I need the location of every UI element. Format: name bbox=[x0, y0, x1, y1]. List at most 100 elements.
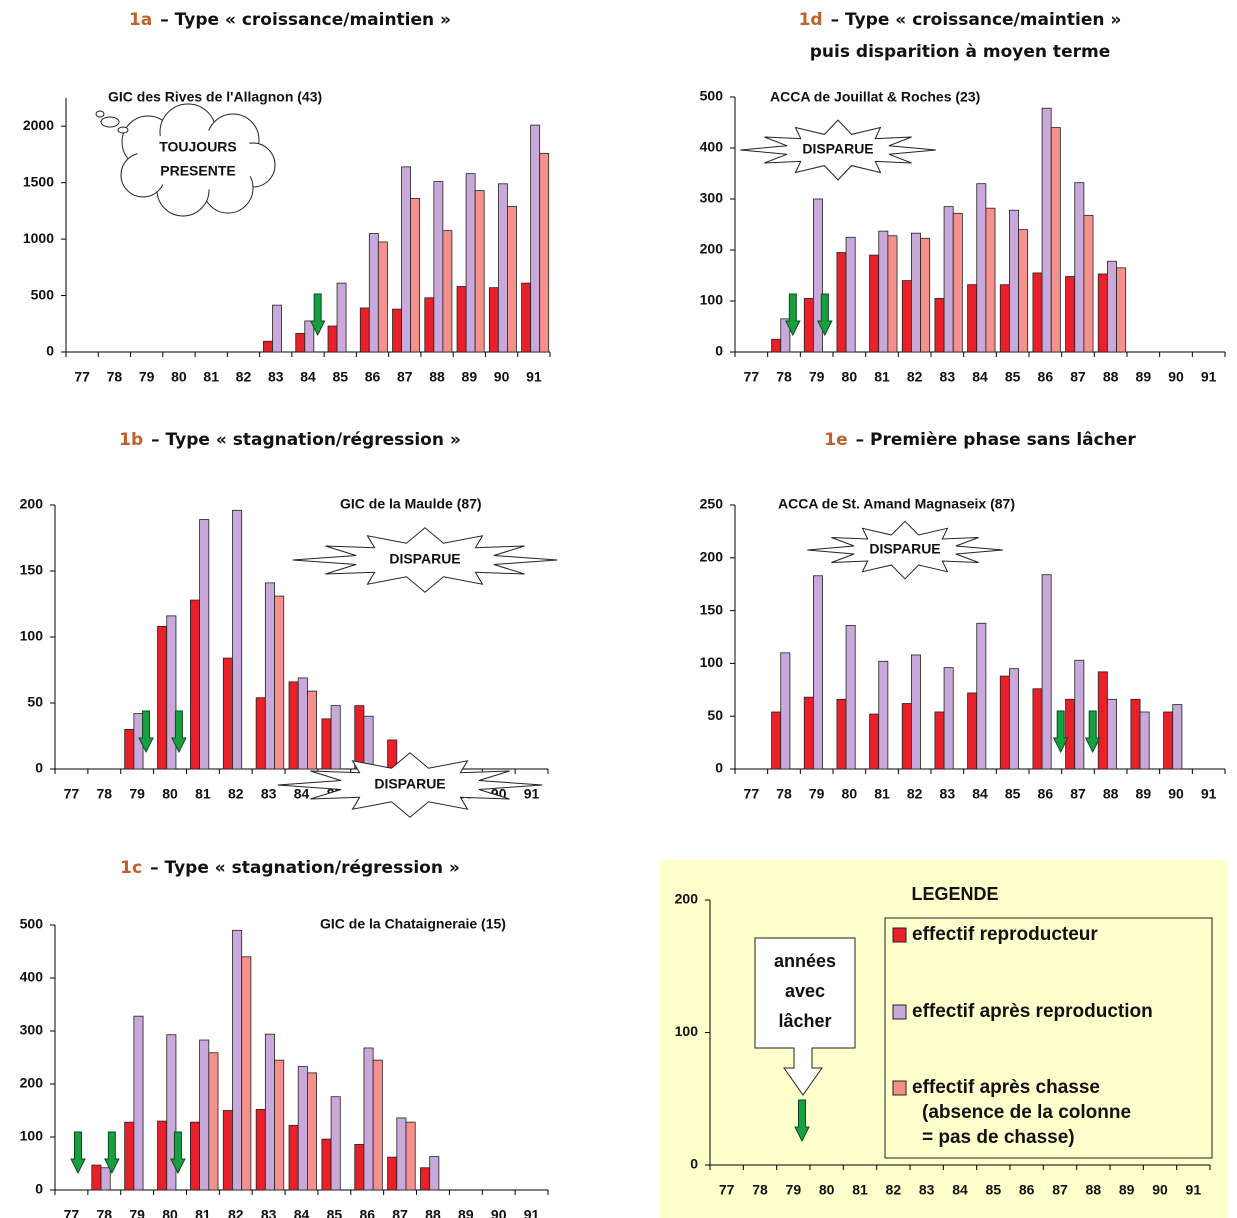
x-tick-label: 77 bbox=[719, 1182, 735, 1198]
bar bbox=[846, 237, 855, 352]
bar bbox=[921, 238, 930, 352]
callout-text: années bbox=[774, 951, 836, 971]
bar bbox=[296, 333, 305, 352]
bar bbox=[190, 1122, 199, 1190]
bar bbox=[167, 616, 176, 769]
bar bbox=[1075, 660, 1084, 769]
bar bbox=[443, 231, 452, 352]
bar bbox=[360, 308, 369, 352]
bar bbox=[298, 1067, 307, 1190]
x-tick-label: 81 bbox=[195, 786, 211, 802]
x-tick-label: 79 bbox=[129, 786, 145, 802]
bar bbox=[804, 697, 813, 769]
legend-note: = pas de chasse) bbox=[922, 1127, 1075, 1148]
bar bbox=[355, 706, 364, 769]
x-tick-label: 79 bbox=[809, 786, 825, 802]
bar bbox=[273, 305, 282, 352]
y-tick-label: 400 bbox=[700, 139, 724, 155]
heading-label: 1a bbox=[129, 10, 152, 30]
x-tick-label: 77 bbox=[74, 369, 90, 385]
x-tick-label: 78 bbox=[97, 786, 113, 802]
bar bbox=[200, 520, 209, 769]
x-tick-label: 77 bbox=[64, 1207, 80, 1218]
bar bbox=[879, 661, 888, 769]
bar bbox=[522, 283, 531, 352]
legend-note: (absence de la colonne bbox=[922, 1102, 1131, 1123]
x-tick-label: 77 bbox=[744, 786, 760, 802]
bar bbox=[772, 339, 781, 352]
x-tick-label: 87 bbox=[1070, 369, 1086, 385]
annotation: TOUJOURS bbox=[159, 139, 237, 155]
bar bbox=[489, 288, 498, 352]
bar bbox=[772, 712, 781, 769]
y-tick-label: 200 bbox=[20, 496, 44, 512]
bar bbox=[531, 125, 540, 352]
bar bbox=[781, 653, 790, 769]
x-tick-label: 88 bbox=[425, 1207, 441, 1218]
chart-subtitle: GIC de la Chataigneraie (15) bbox=[320, 916, 506, 932]
bar bbox=[289, 1125, 298, 1190]
bar bbox=[101, 1168, 110, 1190]
bar bbox=[1164, 712, 1173, 769]
legend-swatch bbox=[893, 1081, 906, 1095]
bar bbox=[475, 191, 484, 352]
x-tick-label: 79 bbox=[809, 369, 825, 385]
x-tick-label: 88 bbox=[429, 369, 445, 385]
x-tick-label: 90 bbox=[494, 369, 510, 385]
y-tick-label: 0 bbox=[46, 343, 54, 359]
bar bbox=[902, 704, 911, 769]
y-tick-label: 1500 bbox=[23, 173, 54, 189]
x-tick-label: 82 bbox=[228, 1207, 244, 1218]
bar bbox=[953, 213, 962, 352]
bar bbox=[466, 174, 475, 352]
chart-heading: 1d– Type « croissance/maintien » bbox=[799, 10, 1122, 30]
y-tick-label: 200 bbox=[700, 241, 724, 257]
x-tick-label: 77 bbox=[744, 369, 760, 385]
x-tick-label: 78 bbox=[97, 1207, 113, 1218]
callout-text: lâcher bbox=[778, 1011, 831, 1031]
bar bbox=[373, 1060, 382, 1190]
bar bbox=[1042, 575, 1051, 769]
bar bbox=[265, 583, 274, 769]
cloud-bubble bbox=[118, 127, 128, 133]
bar bbox=[209, 1053, 218, 1190]
bar bbox=[977, 184, 986, 352]
bar bbox=[1173, 705, 1182, 769]
bar bbox=[393, 309, 402, 352]
bar bbox=[837, 253, 846, 352]
heading-label: 1c bbox=[120, 858, 142, 878]
y-tick-label: 100 bbox=[20, 1128, 44, 1144]
x-tick-label: 90 bbox=[1168, 369, 1184, 385]
heading-title: – Type « croissance/maintien » bbox=[160, 10, 451, 30]
bar bbox=[425, 298, 434, 352]
x-tick-label: 78 bbox=[776, 786, 792, 802]
bar bbox=[411, 198, 420, 352]
x-tick-label: 77 bbox=[64, 786, 80, 802]
legend-swatch bbox=[893, 928, 906, 942]
cloud-bubble bbox=[96, 111, 104, 117]
release-arrow bbox=[1086, 711, 1100, 752]
bar bbox=[337, 283, 346, 352]
bar bbox=[1009, 669, 1018, 769]
x-tick-label: 90 bbox=[1152, 1182, 1168, 1198]
chart-subtitle: ACCA de St. Amand Magnaseix (87) bbox=[778, 496, 1015, 512]
legend-label: effectif après reproduction bbox=[912, 1001, 1153, 1022]
x-tick-label: 84 bbox=[952, 1182, 968, 1198]
bar bbox=[275, 596, 284, 769]
y-tick-label: 400 bbox=[20, 969, 44, 985]
bar bbox=[1051, 128, 1060, 352]
x-tick-label: 81 bbox=[874, 786, 890, 802]
bar bbox=[402, 167, 411, 352]
bar bbox=[1000, 676, 1009, 769]
bar bbox=[298, 678, 307, 769]
chart-heading: 1a – Type « croissance/maintien » bbox=[129, 10, 451, 30]
bar bbox=[223, 658, 232, 769]
bar bbox=[430, 1157, 439, 1190]
x-tick-label: 86 bbox=[359, 1207, 375, 1218]
x-tick-label: 81 bbox=[852, 1182, 868, 1198]
bar bbox=[232, 510, 241, 769]
x-tick-label: 80 bbox=[162, 786, 178, 802]
bar bbox=[968, 285, 977, 352]
bar bbox=[813, 576, 822, 769]
x-tick-label: 79 bbox=[129, 1207, 145, 1218]
